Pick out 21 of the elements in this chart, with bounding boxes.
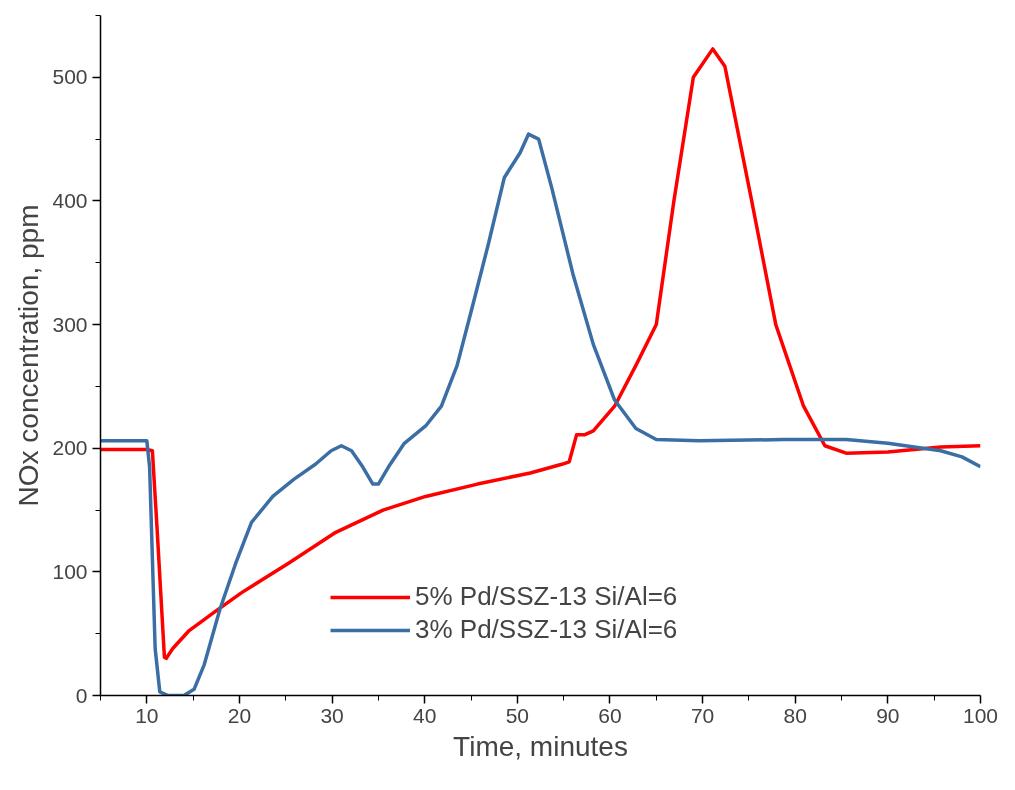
y-tick-label: 200 bbox=[52, 436, 88, 460]
x-tick-label: 30 bbox=[320, 703, 344, 727]
y-axis-title: NOx concentration, ppm bbox=[13, 204, 45, 507]
x-tick-label: 100 bbox=[962, 703, 999, 727]
y-tick-label: 500 bbox=[52, 65, 88, 89]
y-tick-label: 300 bbox=[52, 312, 88, 336]
x-tick-label: 80 bbox=[783, 703, 807, 727]
x-tick-label: 50 bbox=[505, 703, 530, 727]
x-axis-title: Time, minutes bbox=[453, 730, 628, 762]
x-tick-label: 20 bbox=[227, 703, 252, 727]
x-tick-label: 40 bbox=[413, 703, 437, 727]
y-tick-label: 400 bbox=[52, 188, 88, 212]
x-tick-label: 70 bbox=[690, 703, 715, 727]
legend-label: 5% Pd/SSZ-13 Si/Al=6 bbox=[415, 581, 678, 612]
y-tick-label: 100 bbox=[52, 559, 88, 583]
x-tick-label: 90 bbox=[876, 703, 900, 727]
x-tick-label: 10 bbox=[135, 703, 159, 727]
x-tick-label: 60 bbox=[598, 703, 622, 727]
y-tick-label: 0 bbox=[75, 683, 88, 707]
legend-label: 3% Pd/SSZ-13 Si/Al=6 bbox=[415, 614, 678, 645]
line-series bbox=[100, 47, 981, 661]
